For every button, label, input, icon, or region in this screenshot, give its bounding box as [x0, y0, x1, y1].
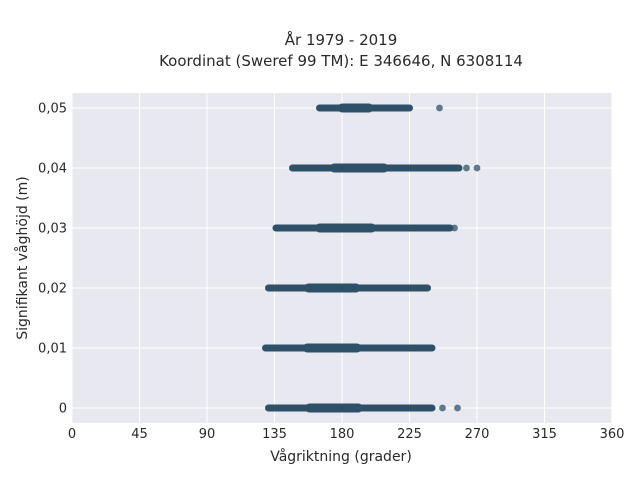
data-point-outlier: [473, 164, 481, 172]
y-tick-label: 0,05: [38, 102, 67, 117]
data-point-outlier: [463, 164, 470, 172]
x-tick-label: 0: [68, 427, 76, 442]
y-tick-label: 0: [59, 402, 67, 417]
x-tick-label: 225: [397, 427, 422, 442]
y-tick-label: 0,04: [38, 162, 67, 177]
data-point-outlier: [439, 404, 446, 412]
y-tick-label: 0,03: [38, 222, 67, 237]
data-point-outlier: [436, 104, 443, 112]
data-point-outlier: [454, 404, 461, 412]
x-tick-label: 270: [465, 427, 490, 442]
x-tick-label: 360: [600, 427, 625, 442]
chart-title-line1: År 1979 - 2019: [285, 30, 398, 49]
x-axis-label: Vågriktning (grader): [270, 448, 412, 465]
x-tick-labels: 0 45 90 135 180 225 270 315 360: [68, 427, 625, 442]
data-point-outlier: [451, 224, 458, 232]
x-tick-label: 135: [262, 427, 287, 442]
x-tick-label: 315: [532, 427, 557, 442]
x-tick-label: 180: [330, 427, 355, 442]
chart-title-line2: Koordinat (Sweref 99 TM): E 346646, N 63…: [159, 52, 523, 70]
data-points: [262, 103, 481, 413]
y-axis-label: Signifikant våghöjd (m): [14, 176, 31, 339]
x-tick-label: 90: [199, 427, 216, 442]
x-tick-label: 45: [131, 427, 148, 442]
y-tick-labels: 0 0,01 0,02 0,03 0,04 0,05: [38, 102, 67, 417]
y-tick-label: 0,02: [38, 282, 67, 297]
y-tick-label: 0,01: [38, 342, 67, 357]
